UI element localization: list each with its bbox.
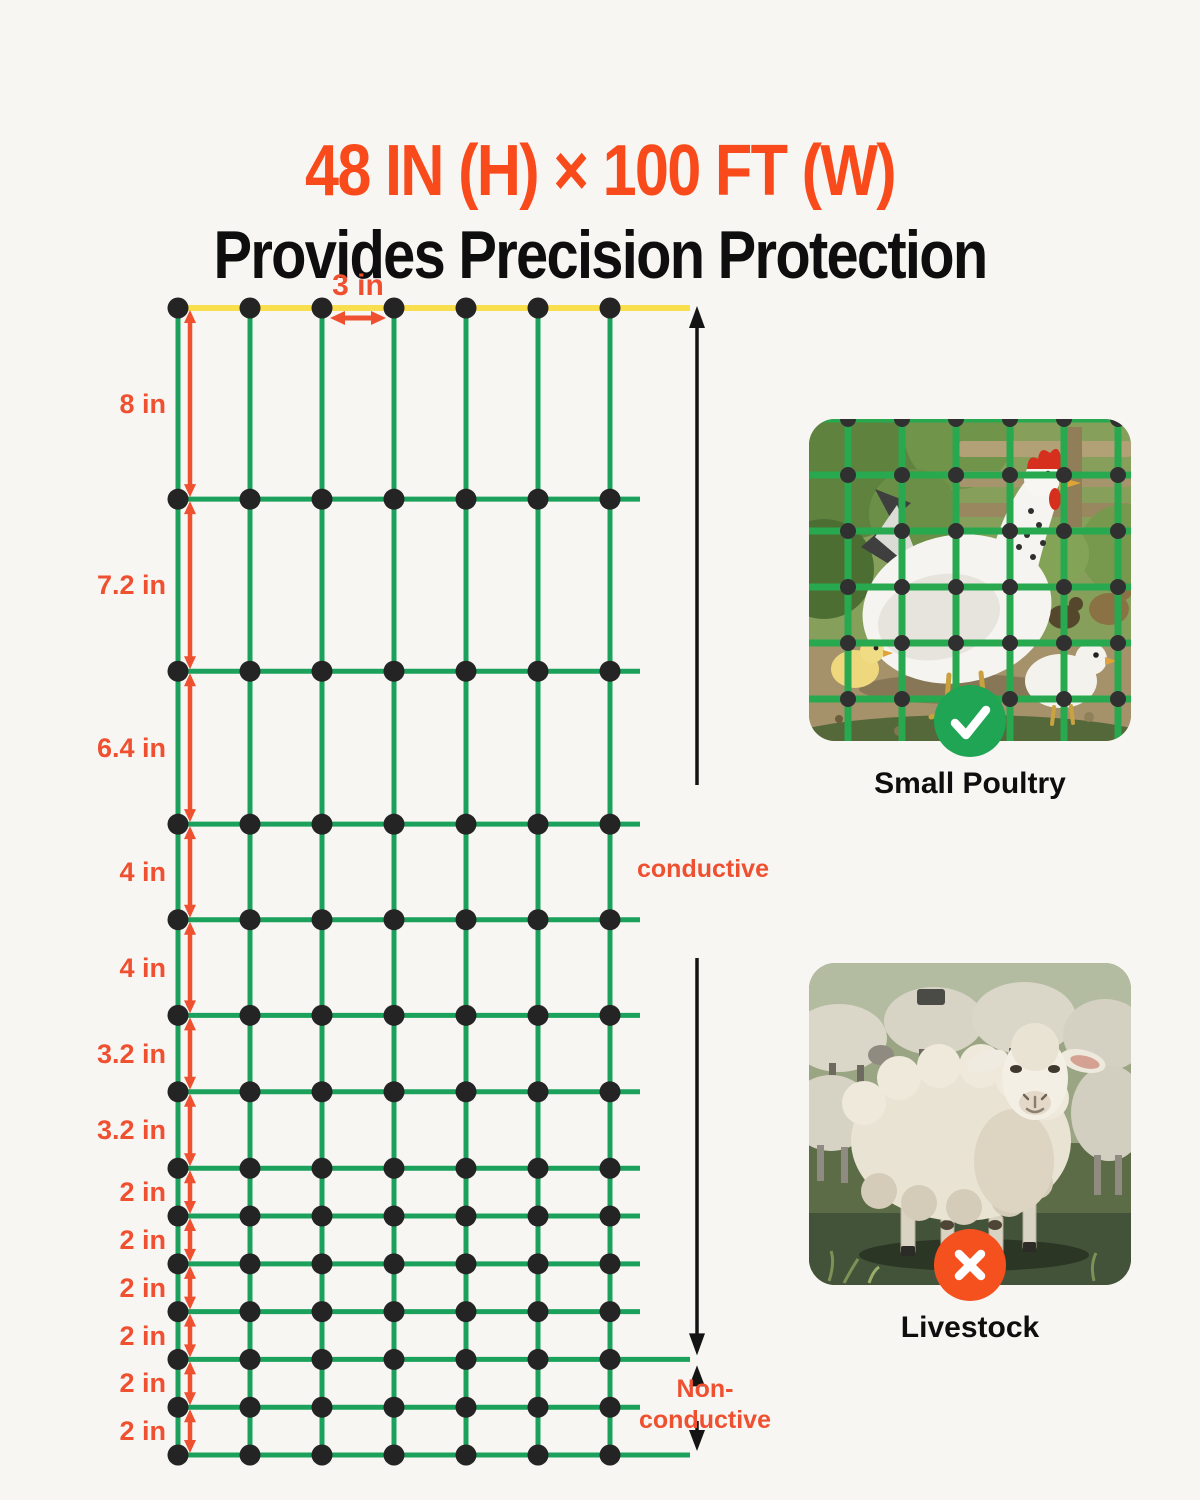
nonconductive-line2: conductive [639,1406,771,1434]
row-gap-label: 3.2 in [96,1038,166,1069]
row-gap-label: 4 in [119,856,166,887]
check-badge [934,685,1006,757]
row-gap-label: 2 in [119,1272,166,1303]
row-gap-label: 2 in [119,1177,166,1208]
small-poultry-card: Small Poultry [809,419,1131,819]
row-gap-label: 2 in [119,1416,166,1447]
page-title: 48 IN (H) × 100 FT (W) [304,131,897,212]
cross-icon [954,1249,986,1281]
sheep-head [966,1023,1106,1120]
mesh-width-label: 3 in [332,269,384,302]
nonconductive-label: Non- conductive [615,1374,795,1436]
page-subtitle: Provides Precision Protection [213,217,989,294]
row-gap-label: 2 in [119,1320,166,1351]
card-label-small-poultry: Small Poultry [874,767,1066,800]
row-gap-label: 3.2 in [96,1115,166,1146]
card-label-livestock: Livestock [900,1311,1040,1344]
row-gap-label: 4 in [119,952,166,983]
cross-badge [934,1229,1006,1301]
livestock-card: Livestock [809,963,1131,1363]
check-icon [950,705,991,740]
row-gap-label: 2 in [119,1368,166,1399]
nonconductive-line1: Non- [676,1375,734,1403]
row-gap-label: 7.2 in [96,570,166,601]
conductive-label: conductive [637,855,769,883]
row-gap-label: 2 in [119,1224,166,1255]
row-gap-label: 6.4 in [96,732,166,763]
row-gap-label: 8 in [119,388,166,419]
background-flock [809,982,1131,1195]
grass [827,1250,1098,1284]
